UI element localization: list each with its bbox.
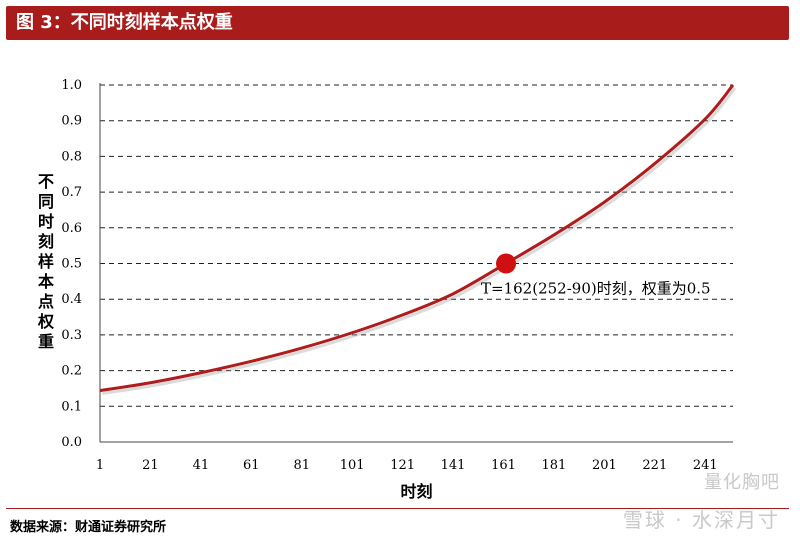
x-tick-label: 41	[193, 458, 210, 473]
point-annotation: T=162(252-90)时刻，权重为0.5	[481, 280, 711, 298]
y-axis-label-char: 重	[38, 332, 54, 351]
footer-divider	[6, 508, 789, 509]
y-axis-label-char: 样	[38, 252, 54, 271]
y-tick-label: 0.8	[61, 149, 82, 164]
page-title: 图 3：不同时刻样本点权重	[16, 12, 233, 33]
x-tick-label: 221	[642, 458, 667, 473]
y-tick-label: 0.6	[61, 221, 82, 236]
y-axis-label-char: 本	[38, 272, 54, 291]
x-tick-label: 201	[592, 458, 617, 473]
x-tick-label: 121	[390, 458, 415, 473]
y-tick-label: 0.9	[61, 114, 82, 129]
x-tick-label: 141	[441, 458, 466, 473]
y-axis-label-char: 权	[37, 312, 55, 331]
x-tick-label: 81	[293, 458, 310, 473]
x-tick-label: 61	[243, 458, 260, 473]
watermark-line1: 量化胸吧	[704, 472, 780, 493]
x-tick-label: 181	[542, 458, 567, 473]
y-tick-label: 1.0	[61, 78, 82, 93]
watermark-line2: 雪球 · 水深月寸	[622, 508, 780, 532]
source-note: 数据来源：财通证券研究所	[10, 520, 167, 535]
series-line-shadow	[101, 87, 737, 396]
y-axis-label-char: 时	[38, 212, 54, 231]
y-tick-label: 0.3	[61, 328, 82, 343]
x-tick-label: 21	[142, 458, 159, 473]
x-tick-label: 1	[96, 458, 104, 473]
y-tick-label: 0.5	[61, 257, 82, 272]
y-axis-label-char: 同	[38, 192, 54, 211]
y-tick-label: 0.0	[61, 435, 82, 450]
y-tick-label: 0.2	[61, 364, 82, 379]
title-bar: 图 3：不同时刻样本点权重	[6, 6, 789, 40]
x-tick-label: 161	[491, 458, 516, 473]
series-line	[99, 84, 735, 393]
x-axis-label: 时刻	[400, 482, 432, 501]
y-axis-label-char: 不	[38, 172, 54, 191]
watermark: 量化胸吧 雪球 · 水深月寸	[623, 468, 780, 533]
x-tick-label: 241	[693, 458, 718, 473]
x-tick-label: 101	[340, 458, 365, 473]
y-tick-label: 0.1	[61, 399, 82, 414]
y-axis-label-char: 点	[38, 292, 54, 311]
highlight-point	[496, 253, 517, 274]
y-tick-label: 0.7	[61, 185, 82, 200]
y-axis-label-char: 刻	[38, 232, 54, 251]
y-tick-label: 0.4	[61, 292, 82, 307]
